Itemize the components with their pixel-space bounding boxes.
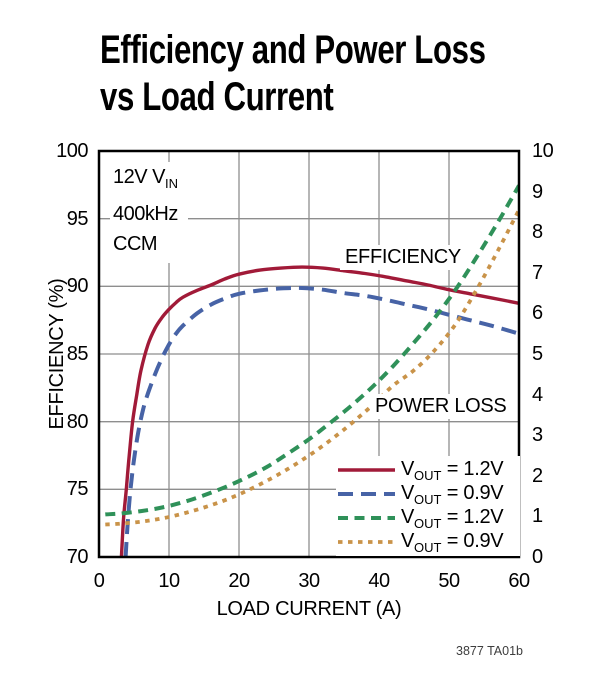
y-right-tick-7: 7 — [532, 261, 543, 284]
y-right-tick-5: 5 — [532, 343, 543, 365]
condition-frequency: 400kHz — [113, 203, 178, 225]
y-right-tick-3: 3 — [532, 424, 543, 447]
y-left-tick-95: 95 — [66, 207, 89, 230]
legend-label-efficiency-vout-0.9v: VOUT = 0.9V — [401, 481, 504, 507]
legend-label-power-loss-vout-1.2v: VOUT = 1.2V — [401, 505, 504, 531]
y-right-tick-1: 1 — [532, 505, 543, 528]
legend-swatch-power-loss-vout-0.9v — [338, 540, 395, 544]
legend-label-efficiency-vout-1.2v: VOUT = 1.2V — [401, 457, 504, 483]
y-left-tick-75: 75 — [66, 478, 89, 501]
y-right-tick-4: 4 — [532, 383, 543, 406]
x-tick-50: 50 — [438, 570, 460, 592]
chart-title: Efficiency and Power Loss vs Load Curren… — [100, 27, 486, 121]
efficiency-curve-label: EFFICIENCY — [340, 245, 466, 270]
y-right-tick-6: 6 — [532, 302, 543, 325]
y-left-tick-85: 85 — [66, 343, 89, 365]
y-right-tick-2: 2 — [532, 464, 543, 487]
condition-vin: 12V VIN — [113, 166, 178, 191]
y-right-tick-0: 0 — [532, 546, 543, 568]
y-left-tick-70: 70 — [66, 546, 89, 568]
x-tick-60: 60 — [508, 570, 530, 592]
test-conditions: 12V VIN 400kHz CCM — [110, 162, 188, 263]
curve-efficiency-vout-0.9v — [123, 285, 518, 556]
chart-title-line1: Efficiency and Power Loss — [100, 28, 486, 72]
legend-swatch-power-loss-vout-1.2v — [338, 516, 395, 520]
legend-item-efficiency-vout-0.9v: VOUT = 0.9V — [338, 481, 520, 507]
y-right-tick-10: 10 — [532, 140, 554, 162]
legend: VOUT = 1.2V VOUT = 0.9V VOUT = 1.2V VOUT = … — [336, 456, 520, 556]
curve-power-loss-vout-1.2v — [105, 184, 518, 517]
x-tick-10: 10 — [158, 570, 180, 592]
plot-frame — [97, 149, 521, 559]
legend-swatch-efficiency-vout-1.2v — [338, 468, 395, 472]
power-loss-curve-label: POWER LOSS — [370, 394, 512, 419]
legend-label-power-loss-vout-0.9v: VOUT = 0.9V — [401, 529, 504, 555]
x-axis-title: LOAD CURRENT (A) — [216, 598, 402, 620]
chart-title-line2: vs Load Current — [100, 75, 334, 119]
y-right-tick-8: 8 — [532, 221, 543, 244]
x-tick-20: 20 — [228, 570, 250, 592]
figure-caption: 3877 TA01b — [456, 644, 523, 658]
y-left-tick-80: 80 — [66, 410, 89, 433]
curve-efficiency-vout-1.2v — [119, 265, 518, 556]
y-right-tick-9: 9 — [532, 180, 543, 203]
y-left-tick-100: 100 — [56, 140, 88, 162]
condition-mode: CCM — [113, 233, 158, 255]
legend-swatch-efficiency-vout-0.9v — [338, 492, 395, 496]
x-tick-30: 30 — [298, 570, 320, 592]
legend-item-efficiency-vout-1.2v: VOUT = 1.2V — [338, 457, 520, 483]
x-tick-0: 0 — [93, 570, 105, 592]
legend-item-power-loss-vout-1.2v: VOUT = 1.2V — [338, 505, 520, 531]
curve-power-loss-vout-0.9v — [105, 209, 518, 527]
y-left-tick-90: 90 — [66, 275, 89, 298]
legend-item-power-loss-vout-0.9v: VOUT = 0.9V — [338, 529, 520, 555]
x-tick-40: 40 — [368, 570, 390, 592]
